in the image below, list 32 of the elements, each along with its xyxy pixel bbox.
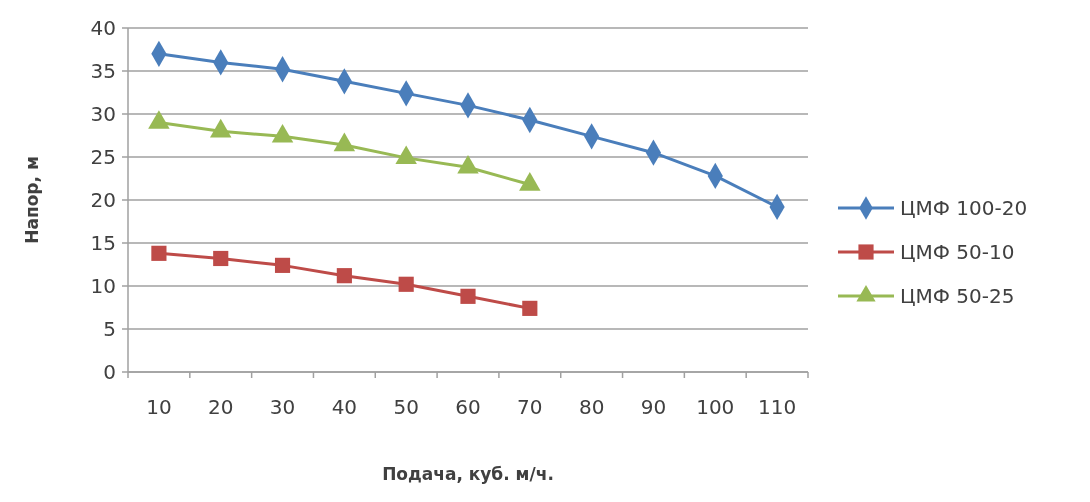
point xyxy=(336,268,352,284)
x-tick-label: 10 xyxy=(146,395,172,419)
y-tick-label: 20 xyxy=(90,188,116,212)
y-axis-title: Напор, м xyxy=(22,156,42,244)
x-tick-label: 60 xyxy=(455,395,481,419)
x-tick-label: 80 xyxy=(578,395,605,419)
legend-label: ЦМФ 50-10 xyxy=(900,240,1015,264)
y-tick-label: 5 xyxy=(103,317,116,341)
legend-label: ЦМФ 50-25 xyxy=(900,284,1015,308)
x-tick-label: 90 xyxy=(640,395,667,419)
x-axis-title: Подача, куб. м/ч. xyxy=(382,464,554,484)
point xyxy=(460,288,476,304)
point xyxy=(213,250,229,267)
y-tick-label: 0 xyxy=(103,360,116,384)
point xyxy=(398,276,414,292)
x-tick-label: 100 xyxy=(696,395,735,419)
y-tick-label: 15 xyxy=(90,231,116,255)
y-tick-label: 40 xyxy=(90,16,116,40)
y-tick-label: 25 xyxy=(90,145,116,169)
point xyxy=(522,300,538,316)
y-tick-label: 35 xyxy=(90,59,116,83)
x-tick-label: 70 xyxy=(517,395,543,419)
y-tick-label: 10 xyxy=(90,274,116,298)
x-tick-label: 40 xyxy=(331,395,358,419)
point xyxy=(274,257,291,273)
x-tick-label: 110 xyxy=(758,395,797,419)
x-tick-label: 30 xyxy=(269,395,296,419)
y-tick-label: 30 xyxy=(90,102,116,126)
x-tick-label: 20 xyxy=(208,395,234,419)
point xyxy=(151,245,167,261)
legend-label: ЦМФ 100-20 xyxy=(900,196,1028,220)
x-tick-label: 50 xyxy=(393,395,419,419)
